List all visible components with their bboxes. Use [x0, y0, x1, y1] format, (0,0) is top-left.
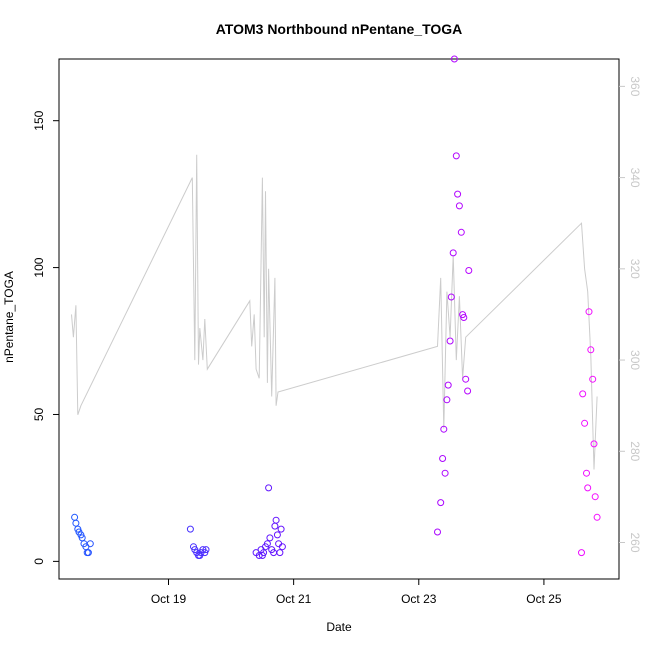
- y-tick-label: 0: [32, 558, 46, 565]
- y2-tick-label: 260: [628, 532, 642, 552]
- scatter-point: [457, 228, 465, 236]
- x-tick-label: Oct 25: [526, 592, 562, 606]
- y2-tick-label: 280: [628, 441, 642, 461]
- scatter-point: [454, 190, 462, 198]
- scatter-point: [437, 499, 445, 507]
- scatter-point: [444, 381, 452, 389]
- y2-tick-label: 340: [628, 168, 642, 188]
- scatter-point: [578, 549, 585, 557]
- scatter-point: [263, 540, 271, 548]
- right-axis-series-line: [71, 154, 598, 470]
- scatter-point: [462, 375, 470, 383]
- scatter-point: [443, 396, 451, 404]
- chart-title: ATOM3 Northbound nPentane_TOGA: [216, 21, 463, 37]
- scatter-point: [460, 314, 468, 321]
- plot-frame: [58, 58, 620, 580]
- scatter-point: [446, 337, 454, 345]
- right-axis-line-layer: [71, 154, 598, 470]
- scatter-point: [86, 540, 94, 548]
- scatter-point: [581, 419, 589, 427]
- scatter-point: [465, 267, 473, 274]
- scatter-point: [265, 484, 273, 492]
- x-tick-label: Oct 19: [151, 592, 187, 606]
- y-axis-label: nPentane_TOGA: [2, 271, 16, 363]
- scatter-point: [452, 152, 460, 160]
- scatter-point: [272, 516, 280, 524]
- scatter-point: [450, 55, 458, 63]
- scatter-point: [273, 531, 281, 539]
- scatter-point: [266, 534, 274, 542]
- scatter-point: [589, 375, 597, 383]
- x-tick-label: Oct 23: [401, 592, 437, 606]
- scatter-point: [72, 519, 80, 527]
- y2-tick-label: 360: [628, 76, 642, 96]
- x-tick-label: Oct 21: [276, 592, 312, 606]
- y-tick-label: 100: [32, 257, 46, 277]
- scatter-point: [440, 425, 448, 433]
- scatter-point: [584, 484, 592, 492]
- scatter-point: [579, 390, 587, 398]
- y-tick-label: 150: [32, 110, 46, 130]
- scatter-point: [439, 455, 447, 462]
- y2-tick-label: 320: [628, 259, 642, 279]
- scatter-point: [464, 387, 472, 395]
- x-axis: Oct 19 Oct 21 Oct 23 Oct 25: [151, 579, 562, 606]
- plot-area: [58, 58, 620, 580]
- y-axis: 0 50 100 150: [32, 110, 59, 565]
- scatter-point: [587, 346, 595, 354]
- x-axis-label: Date: [326, 620, 352, 634]
- scatter-point: [278, 543, 286, 551]
- scatter-point: [583, 469, 590, 477]
- scatter-point: [441, 469, 449, 477]
- scatter-point: [449, 249, 457, 257]
- scatter-point: [447, 293, 455, 301]
- y2-axis: 260 280 300 320 340 360: [619, 76, 642, 553]
- scatter-point: [585, 308, 593, 316]
- scatter-point: [455, 202, 463, 210]
- scatter-point: [590, 440, 598, 448]
- scatter-point: [84, 549, 92, 557]
- scatter-point-layer: [71, 55, 601, 559]
- scatter-point: [71, 513, 79, 521]
- scatter-point: [277, 525, 285, 533]
- scatter-point: [186, 525, 194, 533]
- scatter-point: [202, 546, 210, 554]
- y-tick-label: 50: [32, 407, 46, 421]
- y2-tick-label: 300: [628, 350, 642, 370]
- scatter-point: [276, 549, 284, 557]
- scatter-point: [593, 513, 601, 521]
- scatter-point: [591, 493, 599, 501]
- scatter-point: [271, 522, 279, 530]
- scatter-point: [434, 528, 441, 536]
